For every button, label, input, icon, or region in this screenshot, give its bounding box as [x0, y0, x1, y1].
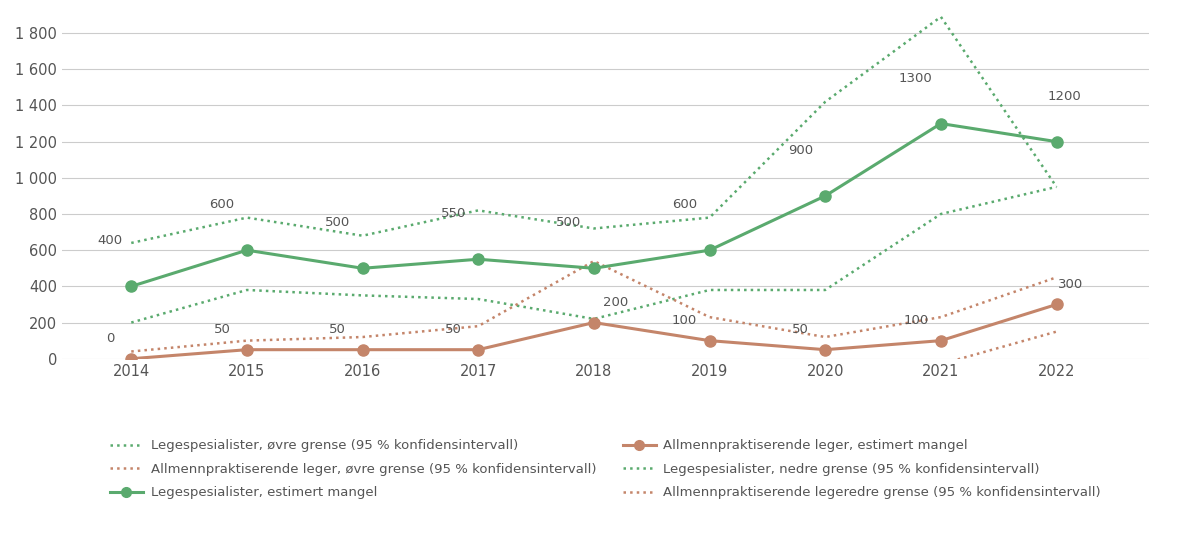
Text: 100: 100 — [672, 314, 697, 327]
Text: 900: 900 — [787, 144, 812, 157]
Text: 600: 600 — [672, 198, 697, 211]
Legend: Legespesialister, øvre grense (95 % konfidensintervall), Allmennpraktiserende le: Legespesialister, øvre grense (95 % konf… — [104, 434, 1106, 505]
Text: 300: 300 — [1057, 277, 1084, 290]
Text: 0: 0 — [107, 332, 115, 345]
Text: 400: 400 — [98, 234, 122, 247]
Text: 500: 500 — [325, 216, 350, 229]
Text: 50: 50 — [329, 323, 346, 336]
Text: 1200: 1200 — [1048, 90, 1081, 103]
Text: 550: 550 — [440, 207, 466, 221]
Text: 100: 100 — [904, 314, 929, 327]
Text: 50: 50 — [214, 323, 230, 336]
Text: 50: 50 — [445, 323, 462, 336]
Text: 200: 200 — [604, 296, 629, 308]
Text: 500: 500 — [557, 216, 582, 229]
Text: 600: 600 — [209, 198, 234, 211]
Text: 1300: 1300 — [899, 72, 932, 85]
Text: 50: 50 — [792, 323, 809, 336]
